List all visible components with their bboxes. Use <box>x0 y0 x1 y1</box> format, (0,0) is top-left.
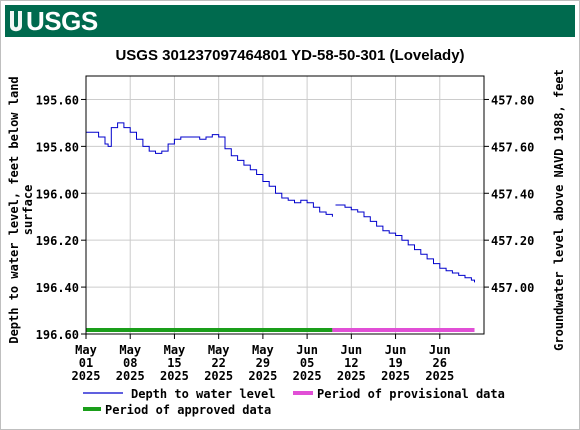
x-tick-label: May <box>75 343 97 357</box>
right-axis: 457.80 457.60 457.40 457.20 457.00 <box>484 93 534 295</box>
left-tick-label: 196.40 <box>36 281 79 295</box>
y-axis-label-left-line2: surface <box>21 185 35 236</box>
series-lines <box>86 122 475 283</box>
x-tick-label: 26 <box>433 356 447 370</box>
chart-title: USGS 301237097464801 YD-58-50-301 (Lovel… <box>115 47 464 64</box>
x-tick-label: 2025 <box>425 369 454 383</box>
plot-area <box>85 75 485 335</box>
legend-approved-label: Period of approved data <box>105 403 271 417</box>
x-tick-label: 2025 <box>381 369 410 383</box>
x-tick-label: 22 <box>211 356 225 370</box>
left-tick-label: 196.20 <box>36 234 79 248</box>
x-tick-label: 2025 <box>116 369 145 383</box>
plot-border <box>85 75 485 335</box>
depth-series-line-1 <box>86 122 333 217</box>
x-tick-label: Jun <box>385 343 407 357</box>
x-tick-label: 2025 <box>72 369 101 383</box>
x-axis: May012025May082025May152025May222025May2… <box>72 334 454 383</box>
x-tick-label: 19 <box>388 356 402 370</box>
x-tick-label: 2025 <box>160 369 189 383</box>
usgs-logo-text: USGS <box>26 6 98 36</box>
left-tick-label: 196.00 <box>36 187 79 201</box>
right-tick-label: 457.00 <box>491 281 534 295</box>
x-tick-label: 2025 <box>293 369 322 383</box>
right-tick-label: 457.20 <box>491 234 534 248</box>
approval-bars <box>86 328 475 332</box>
x-tick-label: 29 <box>256 356 270 370</box>
left-tick-label: 195.60 <box>36 93 79 107</box>
x-tick-label: Jun <box>296 343 318 357</box>
x-tick-label: 2025 <box>248 369 277 383</box>
x-tick-label: 12 <box>344 356 358 370</box>
x-tick-label: May <box>252 343 274 357</box>
y-axis-label-right: Groundwater level above NAVD 1988, feet <box>552 69 566 351</box>
legend-depth-label: Depth to water level <box>131 387 276 401</box>
x-tick-label: May <box>164 343 186 357</box>
usgs-logo-mark <box>10 11 22 32</box>
y-axis-label-left-line1: Depth to water level, feet below land <box>7 76 21 343</box>
right-tick-label: 457.40 <box>491 187 534 201</box>
period-of-approved-data-bar <box>86 328 333 332</box>
left-axis: 195.60 195.80 196.00 196.20 196.40 196.60 <box>36 93 86 342</box>
plot-background <box>86 76 484 334</box>
usgs-header-bar: USGS <box>5 5 575 37</box>
usgs-logo <box>10 11 22 32</box>
x-tick-label: May <box>208 343 230 357</box>
x-tick-label: 05 <box>300 356 314 370</box>
x-tick-label: 2025 <box>204 369 233 383</box>
x-tick-label: Jun <box>340 343 362 357</box>
legend-provisional-label: Period of provisional data <box>317 387 505 401</box>
depth-series-line-2 <box>335 204 475 283</box>
x-tick-label: 15 <box>167 356 181 370</box>
left-tick-label: 196.60 <box>36 328 79 342</box>
x-tick-label: 2025 <box>337 369 366 383</box>
legend: Depth to water level Period of provision… <box>83 387 505 417</box>
x-tick-label: 01 <box>79 356 93 370</box>
x-tick-label: 08 <box>123 356 137 370</box>
right-tick-label: 457.80 <box>491 93 534 107</box>
left-tick-label: 195.80 <box>36 140 79 154</box>
period-of-provisional-data-bar <box>332 328 475 332</box>
x-tick-label: Jun <box>429 343 451 357</box>
right-tick-label: 457.60 <box>491 140 534 154</box>
x-tick-label: May <box>119 343 141 357</box>
